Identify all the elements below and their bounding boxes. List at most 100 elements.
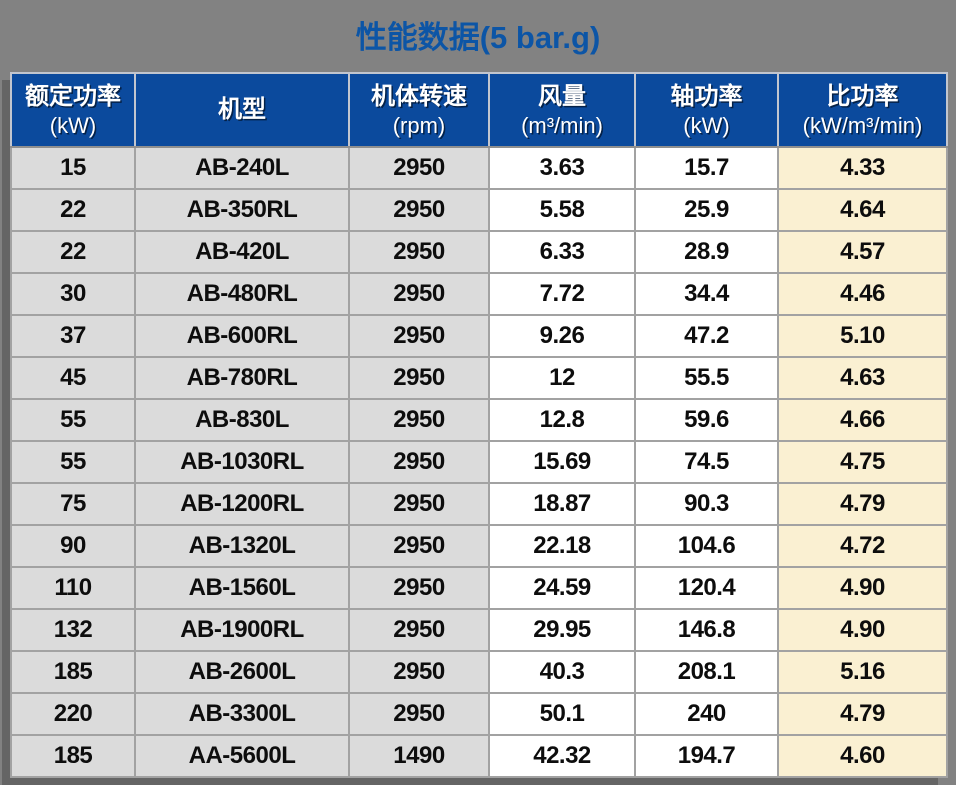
cell-rated-power: 185 (10, 650, 136, 694)
table-row: 15 AB-240L 2950 3.63 15.7 4.33 (10, 146, 948, 190)
cell-rated-power: 55 (10, 440, 136, 484)
cell-specific-power: 4.33 (777, 146, 948, 190)
cell-model: AB-830L (134, 398, 350, 442)
cell-model: AB-1900RL (134, 608, 350, 652)
table-row: 22 AB-350RL 2950 5.58 25.9 4.64 (10, 188, 948, 232)
cell-air-flow: 12.8 (488, 398, 636, 442)
page-title: 性能数据(5 bar.g) (355, 20, 601, 55)
table-row: 37 AB-600RL 2950 9.26 47.2 5.10 (10, 314, 948, 358)
cell-shaft-power: 104.6 (634, 524, 779, 568)
cell-specific-power: 4.46 (777, 272, 948, 316)
cell-specific-power: 4.90 (777, 566, 948, 610)
table-row: 220 AB-3300L 2950 50.1 240 4.79 (10, 692, 948, 736)
cell-specific-power: 4.75 (777, 440, 948, 484)
cell-specific-power: 4.66 (777, 398, 948, 442)
header-label: 机型 (218, 96, 266, 123)
cell-shaft-power: 146.8 (634, 608, 779, 652)
cell-rotation-speed: 2950 (348, 230, 490, 274)
cell-rotation-speed: 2950 (348, 398, 490, 442)
cell-rotation-speed: 2950 (348, 146, 490, 190)
cell-rotation-speed: 2950 (348, 482, 490, 526)
col-header-model: 机型 (134, 72, 350, 148)
cell-rated-power: 90 (10, 524, 136, 568)
col-header-specific-power: 比功率 (kW/m³/min) (777, 72, 948, 148)
cell-shaft-power: 120.4 (634, 566, 779, 610)
cell-model: AB-1560L (134, 566, 350, 610)
cell-shaft-power: 208.1 (634, 650, 779, 694)
header-row: 额定功率 (kW) 机型 机体转速 (rpm) 风量 (m³/min) 轴功率 (10, 72, 948, 148)
cell-model: AA-5600L (134, 734, 350, 778)
cell-shaft-power: 34.4 (634, 272, 779, 316)
cell-rated-power: 22 (10, 188, 136, 232)
table-row: 45 AB-780RL 2950 12 55.5 4.63 (10, 356, 948, 400)
cell-air-flow: 7.72 (488, 272, 636, 316)
cell-rotation-speed: 2950 (348, 566, 490, 610)
header-unit: (kW/m³/min) (802, 112, 923, 138)
cell-air-flow: 12 (488, 356, 636, 400)
cell-model: AB-420L (134, 230, 350, 274)
table-container: 额定功率 (kW) 机型 机体转速 (rpm) 风量 (m³/min) 轴功率 (10, 72, 948, 778)
cell-shaft-power: 90.3 (634, 482, 779, 526)
cell-rated-power: 55 (10, 398, 136, 442)
cell-shaft-power: 25.9 (634, 188, 779, 232)
cell-air-flow: 5.58 (488, 188, 636, 232)
header-label: 比功率 (826, 82, 899, 110)
cell-specific-power: 4.63 (777, 356, 948, 400)
table-row: 132 AB-1900RL 2950 29.95 146.8 4.90 (10, 608, 948, 652)
cell-shaft-power: 28.9 (634, 230, 779, 274)
cell-model: AB-350RL (134, 188, 350, 232)
cell-model: AB-600RL (134, 314, 350, 358)
cell-model: AB-1030RL (134, 440, 350, 484)
cell-shaft-power: 55.5 (634, 356, 779, 400)
cell-rotation-speed: 2950 (348, 524, 490, 568)
cell-model: AB-240L (134, 146, 350, 190)
cell-rated-power: 22 (10, 230, 136, 274)
cell-rated-power: 45 (10, 356, 136, 400)
table-row: 90 AB-1320L 2950 22.18 104.6 4.72 (10, 524, 948, 568)
cell-rated-power: 110 (10, 566, 136, 610)
cell-rated-power: 75 (10, 482, 136, 526)
cell-specific-power: 4.72 (777, 524, 948, 568)
cell-air-flow: 3.63 (488, 146, 636, 190)
header-unit: (m³/min) (521, 112, 603, 138)
cell-air-flow: 24.59 (488, 566, 636, 610)
cell-rotation-speed: 2950 (348, 188, 490, 232)
cell-model: AB-480RL (134, 272, 350, 316)
cell-rated-power: 37 (10, 314, 136, 358)
cell-air-flow: 50.1 (488, 692, 636, 736)
header-label: 风量 (538, 82, 586, 110)
cell-specific-power: 5.10 (777, 314, 948, 358)
cell-rotation-speed: 2950 (348, 314, 490, 358)
cell-model: AB-2600L (134, 650, 350, 694)
header-unit: (kW) (683, 112, 730, 138)
table-row: 30 AB-480RL 2950 7.72 34.4 4.46 (10, 272, 948, 316)
cell-air-flow: 29.95 (488, 608, 636, 652)
cell-specific-power: 4.57 (777, 230, 948, 274)
cell-air-flow: 15.69 (488, 440, 636, 484)
cell-air-flow: 42.32 (488, 734, 636, 778)
cell-specific-power: 4.90 (777, 608, 948, 652)
cell-rated-power: 132 (10, 608, 136, 652)
cell-air-flow: 6.33 (488, 230, 636, 274)
table-row: 55 AB-1030RL 2950 15.69 74.5 4.75 (10, 440, 948, 484)
table-row: 110 AB-1560L 2950 24.59 120.4 4.90 (10, 566, 948, 610)
cell-specific-power: 4.79 (777, 692, 948, 736)
header-label: 轴功率 (670, 82, 743, 110)
col-header-air-flow: 风量 (m³/min) (488, 72, 636, 148)
table-row: 55 AB-830L 2950 12.8 59.6 4.66 (10, 398, 948, 442)
cell-rated-power: 220 (10, 692, 136, 736)
cell-shaft-power: 59.6 (634, 398, 779, 442)
cell-specific-power: 4.64 (777, 188, 948, 232)
header-unit: (kW) (49, 112, 97, 138)
table-row: 185 AA-5600L 1490 42.32 194.7 4.60 (10, 734, 948, 778)
cell-shaft-power: 74.5 (634, 440, 779, 484)
cell-air-flow: 22.18 (488, 524, 636, 568)
cell-specific-power: 5.16 (777, 650, 948, 694)
col-header-shaft-power: 轴功率 (kW) (634, 72, 779, 148)
cell-shaft-power: 47.2 (634, 314, 779, 358)
table-body: 15 AB-240L 2950 3.63 15.7 4.33 22 AB-350RL 2950 5… (10, 146, 948, 778)
cell-rotation-speed: 2950 (348, 440, 490, 484)
cell-rotation-speed: 2950 (348, 608, 490, 652)
table-row: 185 AB-2600L 2950 40.3 208.1 5.16 (10, 650, 948, 694)
